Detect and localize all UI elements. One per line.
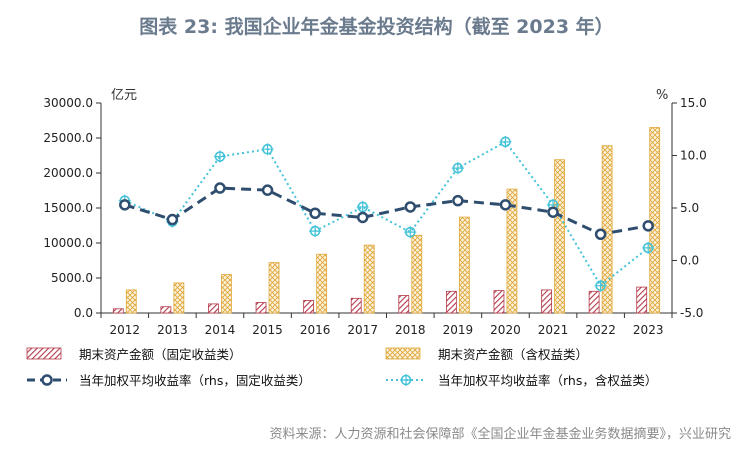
bar-fixed-income (160, 306, 172, 314)
legend-label: 当年加权平均收益率（rhs，含权益类） (438, 373, 657, 388)
x-tick-label: 2015 (252, 323, 283, 337)
bar-fixed-income (255, 302, 267, 314)
left-tick-label: 15000.0 (43, 201, 93, 215)
point-fixed-return (214, 182, 226, 194)
bar-fixed-income (303, 299, 315, 314)
bar-fixed-income (541, 289, 552, 314)
bar-equity (173, 282, 185, 314)
bar-equity (554, 159, 565, 314)
bar-equity (363, 244, 375, 314)
chart-title: 图表 23: 我国企业年金基金投资结构（截至 2023 年） (139, 16, 614, 38)
legend-marker-fixed (41, 374, 53, 386)
point-fixed-return (594, 228, 607, 240)
right-tick-label: 5.0 (680, 201, 699, 215)
point-equity-cross (261, 143, 274, 156)
right-tick-label: 10.0 (680, 149, 707, 163)
point-equity-cross (594, 279, 607, 292)
point-equity-cross (309, 225, 322, 238)
bar-equity (316, 253, 328, 314)
point-fixed-return (547, 206, 559, 218)
bar-equity (411, 234, 423, 314)
bar-equity (506, 188, 518, 314)
bar-equity (221, 274, 232, 314)
x-tick-label: 2013 (157, 323, 188, 337)
bar-fixed-income (112, 308, 124, 314)
left-axis-unit: 亿元 (111, 88, 137, 103)
x-tick-label: 2020 (490, 323, 521, 337)
source-note: 资料来源：人力资源和社会保障部《全国企业年金基金业务数据摘要》，兴业研究 (269, 427, 731, 442)
point-fixed-return (119, 199, 131, 211)
right-tick-label: 15.0 (680, 96, 707, 110)
bar-fixed-income (208, 303, 219, 314)
left-tick-label: 10000.0 (43, 236, 93, 250)
legend-swatch-fixed-bar (26, 347, 62, 360)
point-equity-cross (451, 162, 464, 175)
right-tick-label: -5.0 (680, 306, 703, 320)
bar-equity (268, 262, 280, 314)
line-equity-return (124, 140, 649, 288)
x-tick-label: 2018 (395, 323, 426, 337)
legend-marker-equity-cross (400, 374, 412, 386)
bar-equity (125, 289, 137, 314)
x-tick-label: 2017 (347, 323, 378, 337)
left-tick-label: 25000.0 (43, 131, 93, 145)
point-equity-cross (356, 200, 369, 213)
left-tick-label: 30000.0 (43, 96, 93, 110)
point-fixed-return (404, 201, 417, 213)
point-equity-cross (213, 150, 226, 163)
bar-fixed-income (636, 286, 648, 314)
point-fixed-return (309, 207, 321, 219)
point-equity-cross (642, 241, 655, 254)
line-fixed-return (124, 186, 649, 236)
point-fixed-return (452, 194, 464, 207)
bar-equity (649, 127, 661, 314)
legend-label: 当年加权平均收益率（rhs，固定收益类） (79, 373, 311, 388)
point-fixed-return (356, 211, 369, 224)
x-tick-label: 2023 (633, 323, 664, 337)
x-tick-label: 2012 (110, 323, 141, 337)
left-tick-label: 5000.0 (51, 271, 93, 285)
bar-fixed-income (493, 290, 505, 314)
x-tick-label: 2016 (300, 323, 331, 337)
legend-label: 期末资产金额（固定收益类） (79, 347, 242, 362)
x-tick-label: 2019 (443, 323, 474, 337)
point-fixed-return (499, 199, 512, 211)
bar-fixed-income (350, 297, 362, 314)
bar-fixed-income (398, 295, 410, 314)
x-tick-label: 2022 (585, 323, 616, 337)
x-tick-label: 2021 (538, 323, 569, 337)
right-tick-label: 0.0 (680, 254, 699, 268)
point-fixed-return (642, 220, 654, 232)
point-equity-cross (404, 226, 417, 239)
point-fixed-return (166, 213, 179, 226)
legend-label: 期末资产金额（含权益类） (438, 347, 588, 362)
legend-swatch-equity-bar (385, 347, 421, 360)
bar-fixed-income (445, 290, 457, 314)
x-tick-label: 2014 (205, 323, 236, 337)
right-axis-unit: % (656, 88, 668, 103)
left-tick-label: 0.0 (74, 306, 93, 320)
bar-equity (458, 216, 470, 314)
point-fixed-return (261, 184, 274, 196)
point-equity-cross (499, 135, 512, 148)
bar-fixed-income (588, 290, 600, 314)
left-tick-label: 20000.0 (43, 166, 93, 180)
